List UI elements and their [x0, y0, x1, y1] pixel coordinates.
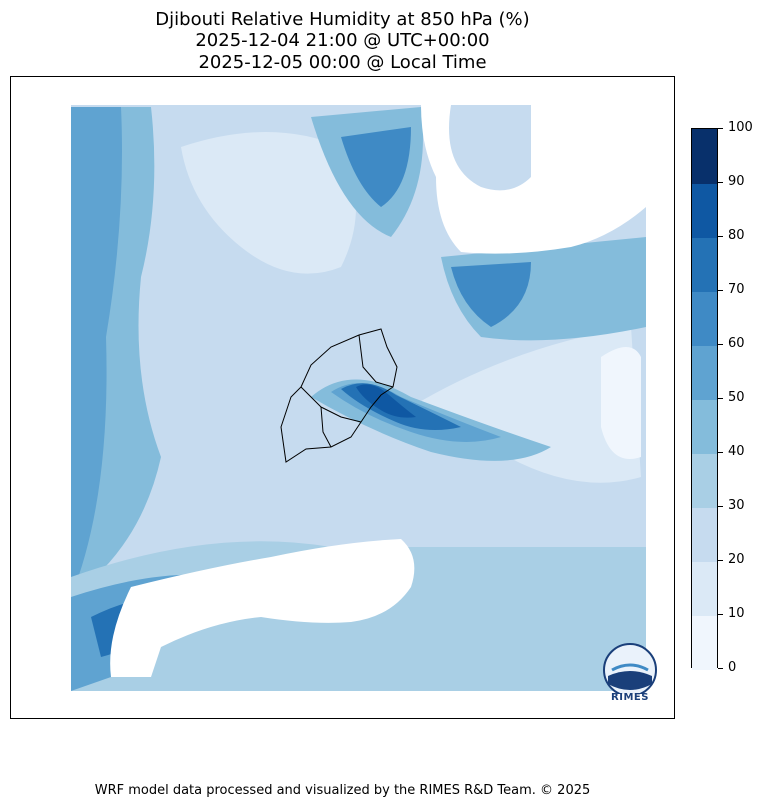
northeast-core — [451, 262, 531, 327]
colorbar-segment — [692, 507, 717, 562]
djibouti-border — [280, 328, 398, 463]
colorbar-tick-label: 20 — [728, 552, 745, 567]
colorbar-tick-label: 10 — [728, 606, 745, 621]
colorbar-tick — [718, 667, 723, 669]
colorbar-tick-label: 90 — [728, 174, 745, 189]
colorbar-tick — [718, 559, 723, 561]
colorbar-segment — [692, 615, 717, 670]
mask-north — [421, 105, 646, 254]
colorbar-tick — [718, 127, 723, 129]
colorbar-tick — [718, 451, 723, 453]
colorbar-tick — [718, 289, 723, 291]
colorbar-tick — [718, 343, 723, 345]
rimes-logo-text: RIMES — [611, 692, 649, 703]
colorbar-tick-label: 70 — [728, 282, 745, 297]
humidity-map — [11, 77, 674, 718]
mask-top — [11, 77, 674, 105]
dry-zone-north — [181, 132, 356, 274]
region-border-3 — [320, 406, 332, 448]
colorbar-tick — [718, 235, 723, 237]
rimes-logo: RIMES — [598, 640, 662, 708]
colorbar-segment — [692, 453, 717, 508]
colorbar-tick-label: 40 — [728, 444, 745, 459]
rimes-logo-icon — [603, 643, 657, 697]
colorbar-segment — [692, 237, 717, 292]
colorbar-tick — [718, 505, 723, 507]
north-core — [341, 127, 411, 207]
dry-zone-east — [411, 327, 641, 483]
colorbar-segment — [692, 291, 717, 346]
colorbar-segment — [692, 129, 717, 184]
colorbar-tick-label: 100 — [728, 120, 753, 135]
colorbar — [691, 128, 718, 670]
mask-east — [646, 77, 674, 718]
region-border-1 — [358, 334, 394, 388]
colorbar-tick-label: 30 — [728, 498, 745, 513]
region-border-4 — [300, 386, 322, 408]
colorbar-tick-label: 50 — [728, 390, 745, 405]
region-border-2 — [320, 406, 362, 423]
colorbar-tick — [718, 181, 723, 183]
colorbar-segment — [692, 183, 717, 238]
colorbar-tick — [718, 613, 723, 615]
mask-south — [110, 539, 415, 677]
map-title: Djibouti Relative Humidity at 850 hPa (%… — [155, 9, 530, 30]
footer-credit: WRF model data processed and visualized … — [94, 783, 591, 798]
colorbar-tick-label: 60 — [728, 336, 745, 351]
colorbar-tick-label: 80 — [728, 228, 745, 243]
colorbar-segment — [692, 561, 717, 616]
very-dry-zone — [601, 347, 641, 459]
mask-bottom — [11, 691, 646, 718]
colorbar-segment — [692, 345, 717, 400]
colorbar-tick — [718, 397, 723, 399]
country-borders — [280, 328, 398, 463]
map-panel — [10, 76, 675, 719]
utc-time: 2025-12-04 21:00 @ UTC+00:00 — [195, 30, 490, 51]
plume-core — [356, 384, 416, 418]
local-time: 2025-12-05 00:00 @ Local Time — [198, 52, 487, 73]
colorbar-segment — [692, 399, 717, 454]
colorbar-tick-label: 0 — [728, 660, 737, 675]
mask-west — [11, 105, 71, 718]
west-moist-band — [71, 107, 122, 597]
